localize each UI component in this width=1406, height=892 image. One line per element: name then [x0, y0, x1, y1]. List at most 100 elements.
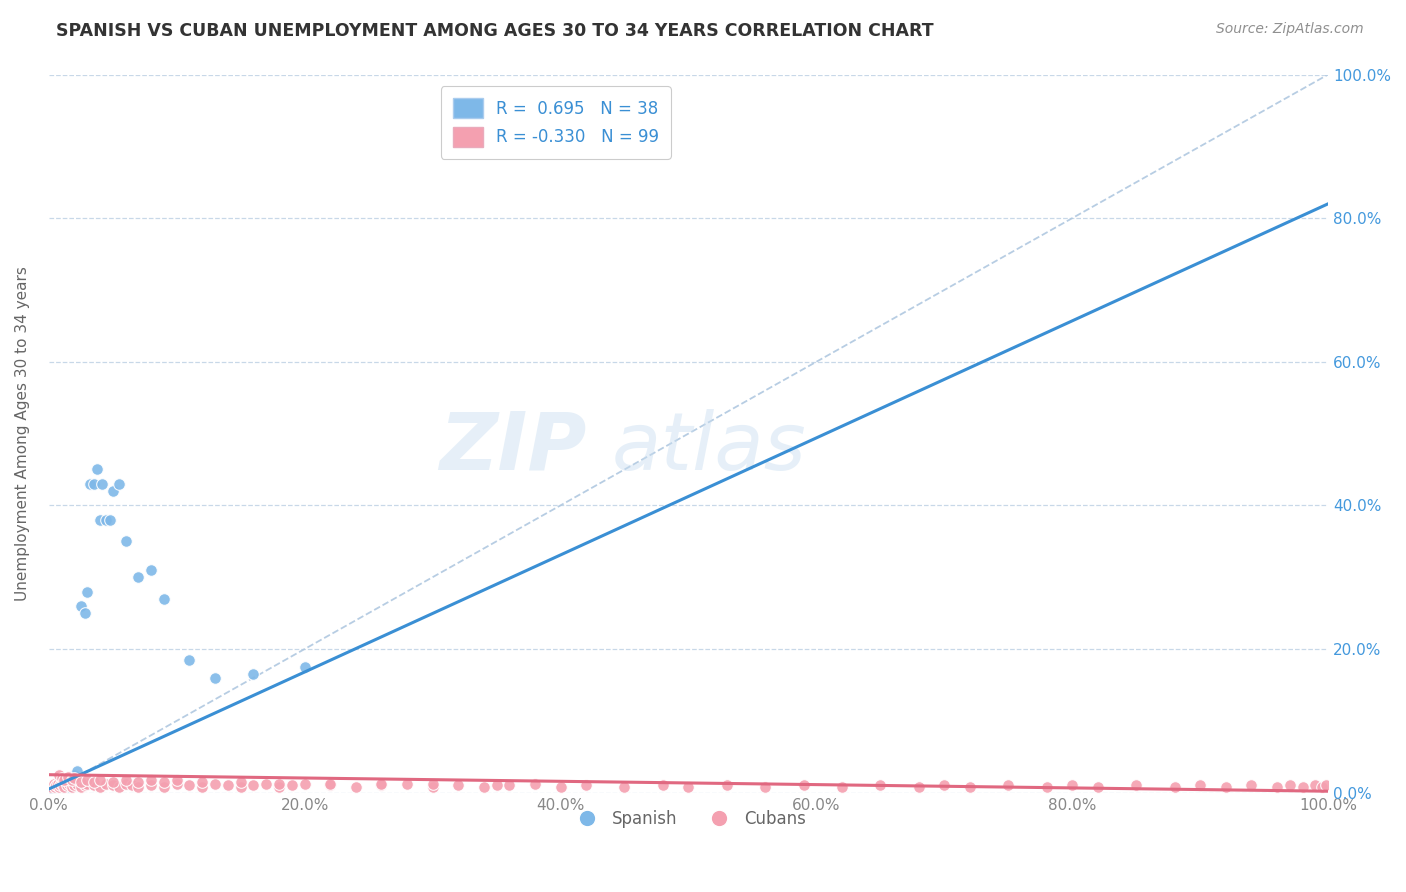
Point — [1310, 780, 1333, 794]
Point — [1240, 779, 1263, 793]
Point — [139, 779, 162, 793]
Point — [153, 591, 176, 606]
Point — [63, 779, 86, 793]
Point — [127, 775, 149, 789]
Point — [96, 513, 118, 527]
Point — [153, 780, 176, 794]
Point — [46, 777, 69, 791]
Point — [319, 779, 342, 793]
Point — [575, 779, 598, 793]
Legend: Spanish, Cubans: Spanish, Cubans — [564, 804, 813, 835]
Point — [76, 777, 98, 791]
Point — [76, 772, 98, 787]
Point — [69, 599, 91, 613]
Point — [48, 779, 70, 793]
Point — [101, 775, 124, 789]
Point — [89, 513, 111, 527]
Point — [229, 775, 252, 789]
Point — [651, 779, 673, 793]
Point — [51, 777, 73, 791]
Point — [267, 777, 290, 791]
Point — [39, 780, 62, 794]
Point — [422, 777, 444, 791]
Point — [58, 777, 80, 791]
Point — [370, 779, 392, 793]
Point — [108, 780, 131, 794]
Point — [869, 779, 891, 793]
Point — [45, 779, 67, 793]
Point — [997, 779, 1019, 793]
Point — [242, 779, 264, 793]
Point — [166, 772, 188, 787]
Point — [101, 779, 124, 793]
Point — [44, 780, 66, 794]
Point — [793, 779, 815, 793]
Point — [959, 780, 981, 794]
Point — [53, 772, 76, 787]
Text: atlas: atlas — [612, 409, 807, 487]
Point — [267, 780, 290, 794]
Point — [121, 779, 143, 793]
Point — [294, 660, 316, 674]
Point — [139, 772, 162, 787]
Text: ZIP: ZIP — [439, 409, 586, 487]
Point — [1315, 779, 1337, 793]
Point — [53, 780, 76, 794]
Point — [1163, 780, 1185, 794]
Point — [281, 779, 304, 793]
Point — [1278, 779, 1301, 793]
Point — [60, 772, 83, 786]
Point — [127, 780, 149, 794]
Point — [51, 772, 73, 786]
Point — [46, 777, 69, 791]
Point — [1291, 780, 1313, 794]
Point — [166, 777, 188, 791]
Point — [91, 476, 114, 491]
Point — [523, 777, 546, 791]
Point — [39, 782, 62, 797]
Point — [217, 779, 239, 793]
Point — [56, 780, 79, 794]
Point — [45, 780, 67, 794]
Point — [49, 779, 72, 793]
Point — [41, 779, 63, 793]
Point — [53, 777, 76, 791]
Point — [56, 770, 79, 784]
Point — [108, 476, 131, 491]
Point — [66, 764, 89, 778]
Point — [42, 780, 65, 794]
Point — [319, 777, 342, 791]
Point — [98, 513, 121, 527]
Point — [69, 780, 91, 794]
Point — [678, 780, 700, 794]
Point — [73, 779, 96, 793]
Point — [344, 780, 367, 794]
Point — [42, 777, 65, 791]
Point — [204, 671, 226, 685]
Point — [934, 779, 956, 793]
Point — [89, 780, 111, 794]
Point — [60, 772, 83, 787]
Point — [52, 780, 75, 794]
Point — [48, 780, 70, 794]
Point — [179, 779, 201, 793]
Point — [229, 780, 252, 794]
Point — [422, 780, 444, 794]
Point — [754, 780, 776, 794]
Point — [66, 777, 89, 791]
Point — [60, 780, 83, 794]
Point — [179, 653, 201, 667]
Point — [498, 779, 520, 793]
Point — [907, 780, 929, 794]
Point — [613, 780, 636, 794]
Point — [48, 767, 70, 781]
Point — [191, 780, 214, 794]
Point — [254, 777, 277, 791]
Point — [101, 483, 124, 498]
Point — [550, 780, 572, 794]
Text: Source: ZipAtlas.com: Source: ZipAtlas.com — [1216, 22, 1364, 37]
Point — [294, 777, 316, 791]
Point — [86, 462, 108, 476]
Point — [447, 779, 470, 793]
Point — [63, 767, 86, 781]
